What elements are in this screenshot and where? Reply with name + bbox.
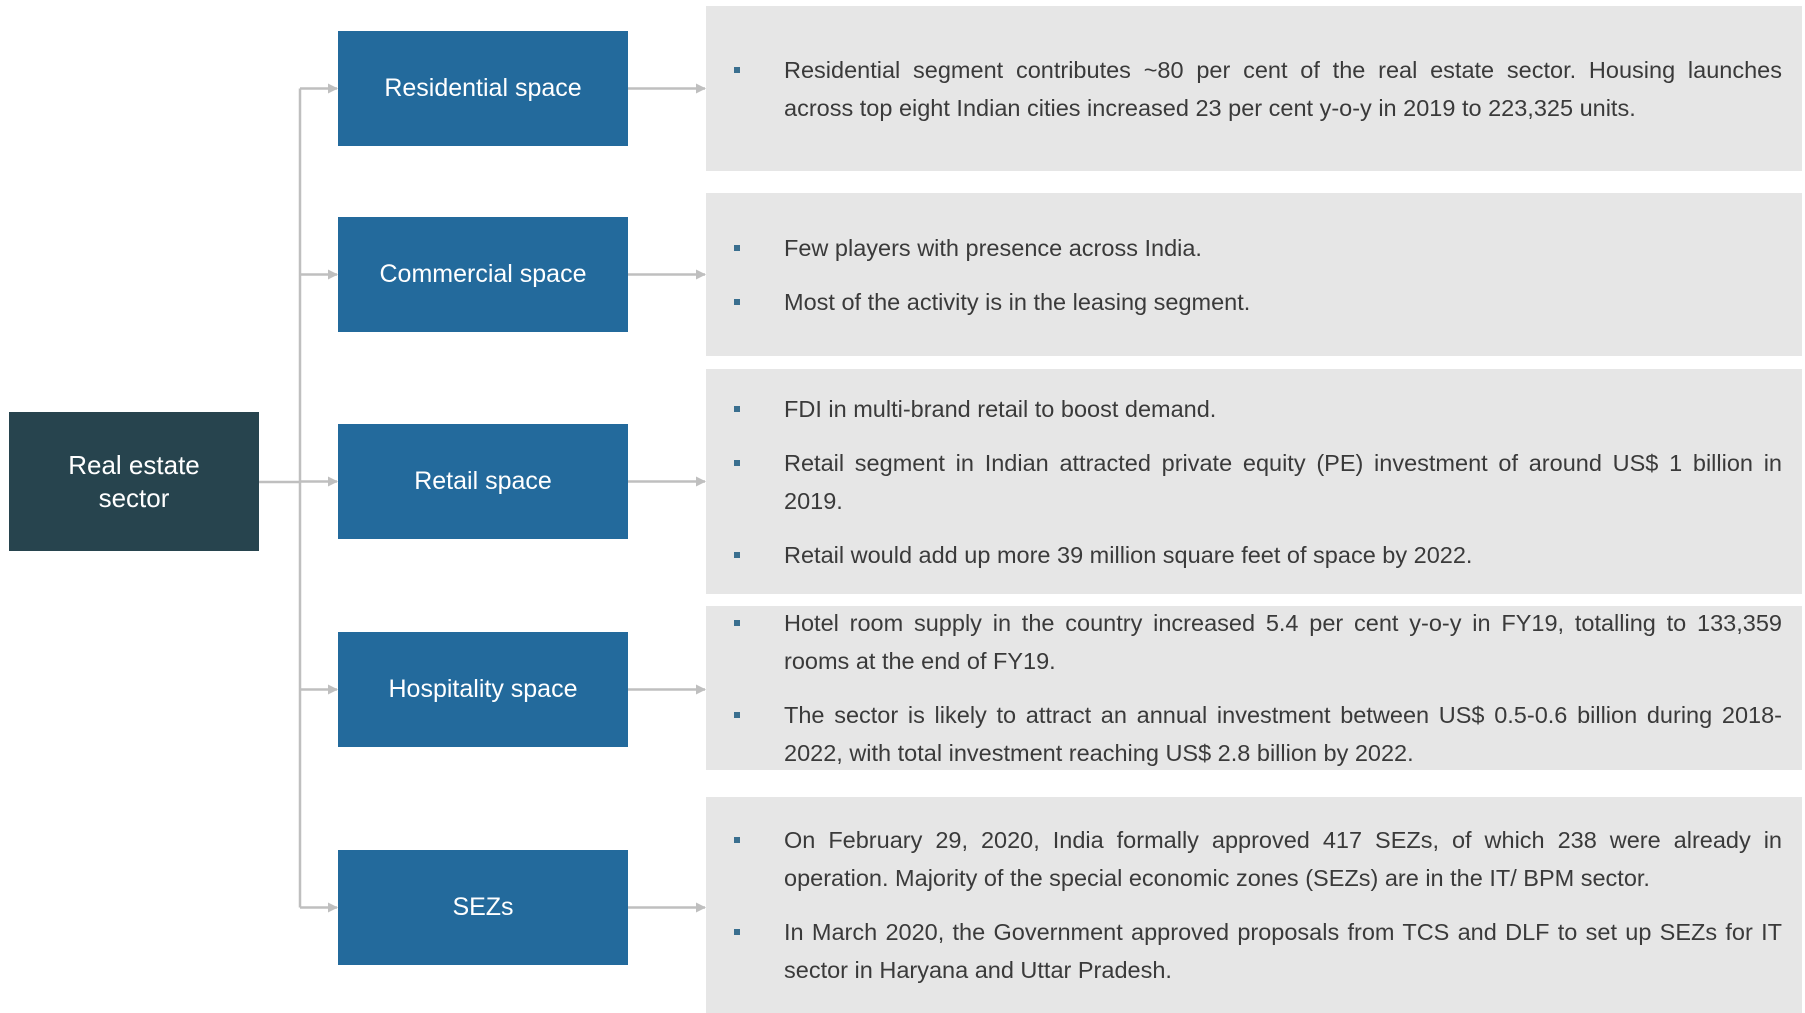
detail-panel: FDI in multi-brand retail to boost deman…	[706, 369, 1802, 594]
bullet-text: Residential segment contributes ~80 per …	[728, 51, 1782, 127]
segment-box: Retail space	[338, 424, 628, 539]
root-node: Real estate sector	[9, 412, 259, 551]
segment-box: Commercial space	[338, 217, 628, 332]
segment-box: SEZs	[338, 850, 628, 965]
segment-box: Residential space	[338, 31, 628, 146]
bullet-text: The sector is likely to attract an annua…	[728, 696, 1782, 772]
bullet-text: In March 2020, the Government approved p…	[728, 913, 1782, 989]
bullet-text: Hotel room supply in the country increas…	[728, 604, 1782, 680]
bullet-text: Retail would add up more 39 million squa…	[728, 536, 1782, 574]
bullet-text: FDI in multi-brand retail to boost deman…	[728, 390, 1782, 428]
bullet-text: Few players with presence across India.	[728, 229, 1782, 267]
bullet-text: Most of the activity is in the leasing s…	[728, 283, 1782, 321]
segment-box: Hospitality space	[338, 632, 628, 747]
detail-panel: Few players with presence across India. M…	[706, 193, 1802, 356]
detail-panel: On February 29, 2020, India formally app…	[706, 797, 1802, 1013]
detail-panel: Residential segment contributes ~80 per …	[706, 6, 1802, 171]
bullet-text: Retail segment in Indian attracted priva…	[728, 444, 1782, 520]
detail-panel: Hotel room supply in the country increas…	[706, 606, 1802, 770]
bullet-text: On February 29, 2020, India formally app…	[728, 821, 1782, 897]
